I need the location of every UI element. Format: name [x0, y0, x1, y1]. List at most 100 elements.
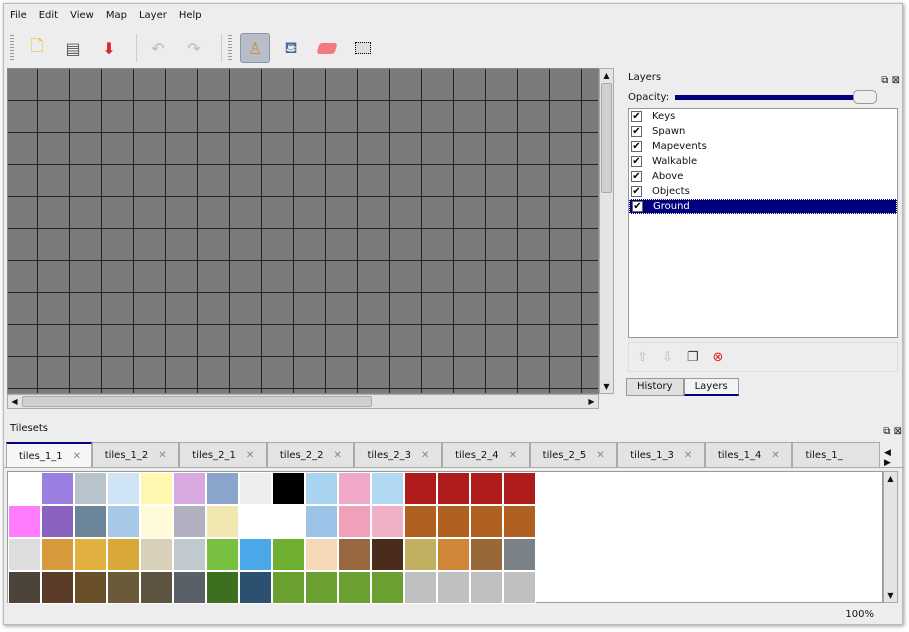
- tile[interactable]: [239, 505, 272, 538]
- tile[interactable]: [140, 571, 173, 604]
- undo-button[interactable]: ↶: [143, 33, 173, 63]
- menu-file[interactable]: File: [10, 10, 27, 21]
- tile[interactable]: [470, 538, 503, 571]
- close-tab-icon[interactable]: ✕: [72, 451, 81, 462]
- tile[interactable]: [173, 571, 206, 604]
- layer-item-mapevents[interactable]: ✔ Mapevents: [629, 139, 897, 154]
- rect-select-button[interactable]: [348, 33, 378, 63]
- tileset-vertical-scrollbar[interactable]: ▲ ▼: [883, 471, 898, 603]
- visibility-checkbox[interactable]: ✔: [631, 171, 642, 182]
- visibility-checkbox[interactable]: ✔: [632, 201, 643, 212]
- map-horizontal-scrollbar[interactable]: ◀ ▶: [7, 394, 599, 409]
- tile[interactable]: [404, 571, 437, 604]
- tile[interactable]: [140, 538, 173, 571]
- tile[interactable]: [437, 571, 470, 604]
- close-tab-icon[interactable]: ✕: [508, 450, 518, 461]
- scroll-right-arrow[interactable]: ▶: [588, 397, 595, 406]
- scroll-down-arrow[interactable]: ▼: [603, 382, 610, 391]
- tile[interactable]: [437, 472, 470, 505]
- stamp-brush-button[interactable]: ♙: [240, 33, 270, 63]
- tile[interactable]: [305, 472, 338, 505]
- scroll-thumb[interactable]: [601, 83, 612, 193]
- tile[interactable]: [470, 472, 503, 505]
- close-tab-icon[interactable]: ✕: [158, 450, 167, 461]
- visibility-checkbox[interactable]: ✔: [631, 111, 642, 122]
- visibility-checkbox[interactable]: ✔: [631, 141, 642, 152]
- tileset-tab[interactable]: tiles_1_3 ✕: [617, 442, 705, 467]
- tile[interactable]: [173, 505, 206, 538]
- tile[interactable]: [74, 505, 107, 538]
- tab-scroll-arrows[interactable]: ◀ ▶: [884, 448, 891, 468]
- close-tab-icon[interactable]: ✕: [333, 450, 342, 461]
- tileset-tab[interactable]: tiles_2_5 ✕: [529, 442, 618, 467]
- tile[interactable]: [239, 571, 272, 604]
- tile[interactable]: [305, 538, 338, 571]
- tile[interactable]: [206, 505, 239, 538]
- tile[interactable]: [470, 571, 503, 604]
- close-icon[interactable]: ⊠: [891, 75, 900, 86]
- tileset-tab[interactable]: tiles_2_4 ✕: [442, 442, 530, 467]
- tileset-tab[interactable]: tiles_1_4 ✕: [704, 442, 793, 467]
- open-button[interactable]: ▤: [58, 33, 88, 63]
- tile[interactable]: [503, 505, 536, 538]
- tile[interactable]: [371, 472, 404, 505]
- tileset-tab[interactable]: tiles_1_1 ✕: [6, 442, 92, 467]
- close-icon[interactable]: ⊠: [893, 426, 902, 437]
- close-tab-icon[interactable]: ✕: [771, 450, 780, 461]
- layer-item-keys[interactable]: ✔ Keys: [629, 109, 897, 124]
- map-vertical-scrollbar[interactable]: ▲ ▼: [599, 68, 614, 394]
- new-file-button[interactable]: 🗋: [22, 33, 52, 63]
- tile[interactable]: [272, 538, 305, 571]
- tile[interactable]: [272, 472, 305, 505]
- tile[interactable]: [338, 505, 371, 538]
- slider-handle[interactable]: [853, 89, 878, 104]
- tile[interactable]: [74, 571, 107, 604]
- tile[interactable]: [437, 505, 470, 538]
- menu-view[interactable]: View: [70, 10, 94, 21]
- tab-history[interactable]: History: [626, 378, 684, 396]
- close-tab-icon[interactable]: ✕: [421, 450, 430, 461]
- tab-layers[interactable]: Layers: [683, 378, 739, 396]
- tile[interactable]: [338, 571, 371, 604]
- duplicate-layer-icon[interactable]: ❐: [686, 349, 699, 365]
- tile[interactable]: [338, 538, 371, 571]
- tile[interactable]: [272, 505, 305, 538]
- float-icon[interactable]: ⧉: [881, 75, 889, 86]
- toolbar-grip[interactable]: [10, 35, 14, 61]
- tile[interactable]: [404, 538, 437, 571]
- opacity-slider[interactable]: [675, 89, 878, 104]
- tile[interactable]: [305, 505, 338, 538]
- close-tab-icon[interactable]: ✕: [245, 450, 255, 461]
- scroll-left-arrow[interactable]: ◀: [11, 397, 18, 406]
- layer-item-objects[interactable]: ✔ Objects: [629, 184, 897, 199]
- tileset-view[interactable]: [7, 471, 883, 604]
- visibility-checkbox[interactable]: ✔: [631, 186, 642, 197]
- eraser-button[interactable]: [312, 33, 342, 63]
- tile[interactable]: [41, 571, 74, 604]
- tileset-tab[interactable]: tiles_2_2 ✕: [266, 442, 355, 467]
- tile[interactable]: [8, 505, 41, 538]
- tile[interactable]: [41, 472, 74, 505]
- close-tab-icon[interactable]: ✕: [683, 450, 693, 461]
- scroll-up-arrow[interactable]: ▲: [603, 71, 610, 80]
- tile[interactable]: [503, 571, 536, 604]
- tile[interactable]: [503, 538, 536, 571]
- tile[interactable]: [8, 571, 41, 604]
- tile[interactable]: [371, 505, 404, 538]
- tile[interactable]: [41, 505, 74, 538]
- tile[interactable]: [107, 538, 140, 571]
- tile[interactable]: [74, 538, 107, 571]
- tile[interactable]: [107, 505, 140, 538]
- tile[interactable]: [8, 538, 41, 571]
- remove-layer-icon[interactable]: ⊗: [712, 349, 724, 365]
- layer-item-ground[interactable]: ✔ Ground: [629, 199, 897, 214]
- tile[interactable]: [470, 505, 503, 538]
- tile[interactable]: [206, 472, 239, 505]
- tile[interactable]: [140, 472, 173, 505]
- layer-item-above[interactable]: ✔ Above: [629, 169, 897, 184]
- save-button[interactable]: ⬇: [94, 33, 124, 63]
- tile[interactable]: [173, 538, 206, 571]
- tile[interactable]: [173, 472, 206, 505]
- map-canvas[interactable]: [7, 68, 599, 394]
- visibility-checkbox[interactable]: ✔: [631, 126, 642, 137]
